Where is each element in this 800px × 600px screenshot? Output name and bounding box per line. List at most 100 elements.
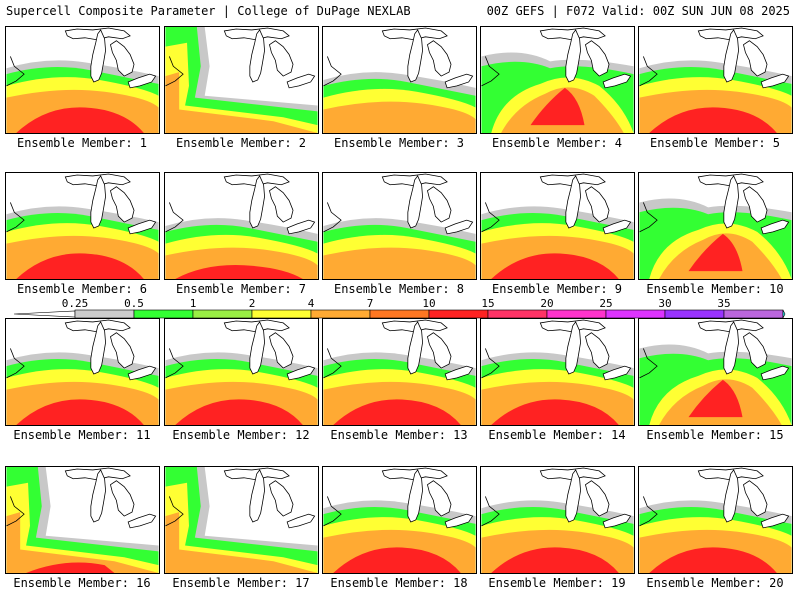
- scp-contour: [491, 253, 619, 279]
- colorbar-segment: [369, 309, 430, 319]
- coast-outline: [481, 56, 500, 87]
- ensemble-member-label: Ensemble Member: 9: [491, 282, 623, 296]
- lake-outline: [565, 321, 581, 375]
- lake-outline: [444, 365, 474, 381]
- ensemble-panel: Ensemble Member: 17: [164, 466, 319, 590]
- lake-outline: [110, 40, 135, 77]
- lake-outline: [269, 40, 294, 77]
- ensemble-member-label: Ensemble Member: 3: [333, 136, 465, 150]
- colorbar-tick-label: 7: [367, 297, 374, 310]
- scp-map: [480, 172, 635, 280]
- scp-contour: [6, 512, 159, 573]
- scp-map: [480, 26, 635, 134]
- lake-outline: [110, 186, 135, 223]
- scp-contour: [323, 247, 476, 279]
- ensemble-member-label: Ensemble Member: 5: [649, 136, 781, 150]
- scp-contour: [688, 233, 743, 272]
- coast-outline: [639, 202, 658, 233]
- lake-outline: [723, 29, 739, 83]
- ensemble-member-label: Ensemble Member: 4: [491, 136, 623, 150]
- scp-contour: [165, 482, 318, 573]
- ensemble-panel: Ensemble Member: 6: [5, 172, 160, 296]
- ensemble-member-label: Ensemble Member: 11: [13, 428, 151, 442]
- lake-outline: [110, 332, 135, 369]
- lake-outline: [249, 321, 265, 375]
- ensemble-panel: Ensemble Member: 18: [322, 466, 477, 590]
- coast-outline: [481, 496, 500, 527]
- scp-contour: [530, 87, 585, 126]
- scp-contour: [165, 27, 318, 133]
- colorbar-tick-label: 20: [540, 297, 553, 310]
- ensemble-member-label: Ensemble Member: 13: [330, 428, 468, 442]
- lake-outline: [249, 175, 265, 229]
- colorbar-tick-label: 10: [422, 297, 435, 310]
- scp-contour: [688, 379, 743, 418]
- lake-outline: [249, 29, 265, 83]
- lake-outline: [427, 186, 452, 223]
- scp-contour: [16, 253, 144, 279]
- colorbar-segment: [487, 309, 548, 319]
- lake-outline: [286, 219, 316, 235]
- ensemble-member-label: Ensemble Member: 1: [16, 136, 148, 150]
- lake-outline: [760, 219, 790, 235]
- ensemble-panel: Ensemble Member: 8: [322, 172, 477, 296]
- ensemble-panel: Ensemble Member: 14: [480, 318, 635, 442]
- lake-outline: [407, 175, 423, 229]
- scp-map: [5, 318, 160, 426]
- valid-time-label: 00Z GEFS | F072 Valid: 00Z SUN JUN 08 20…: [486, 4, 790, 18]
- ensemble-panel: Ensemble Member: 2: [164, 26, 319, 150]
- ensemble-member-label: Ensemble Member: 12: [172, 428, 310, 442]
- scp-contour: [649, 547, 777, 573]
- lake-outline: [444, 513, 474, 529]
- lake-outline: [90, 175, 106, 229]
- lake-outline: [602, 219, 632, 235]
- coast-outline: [323, 496, 342, 527]
- ensemble-panel: Ensemble Member: 19: [480, 466, 635, 590]
- color-scale-bar: 0.25 0.5 1 2 4 7 10 15 20 25 30 35: [13, 297, 786, 319]
- ensemble-panel: Ensemble Member: 11: [5, 318, 160, 442]
- ensemble-member-label: Ensemble Member: 14: [488, 428, 626, 442]
- colorbar-segment: [74, 309, 135, 319]
- coast-outline: [6, 202, 25, 233]
- lake-outline: [407, 321, 423, 375]
- ensemble-member-label: Ensemble Member: 6: [16, 282, 148, 296]
- scp-map: [322, 26, 477, 134]
- lake-outline: [602, 513, 632, 529]
- scp-map: [638, 466, 793, 574]
- scp-map: [638, 172, 793, 280]
- scp-map: [480, 318, 635, 426]
- lake-outline: [127, 513, 157, 529]
- scp-map: [164, 26, 319, 134]
- lake-outline: [286, 513, 316, 529]
- colorbar-segment: [664, 309, 725, 319]
- scp-contour: [165, 42, 318, 133]
- scp-map: [5, 26, 160, 134]
- ensemble-member-label: Ensemble Member: 16: [13, 576, 151, 590]
- ensemble-member-label: Ensemble Member: 15: [646, 428, 784, 442]
- scp-map: [638, 26, 793, 134]
- ensemble-panel: Ensemble Member: 4: [480, 26, 635, 150]
- lake-outline: [269, 332, 294, 369]
- colorbar-segment: [782, 309, 786, 319]
- colorbar-segment: [605, 309, 666, 319]
- scp-contour: [175, 265, 303, 279]
- ensemble-member-label: Ensemble Member: 17: [172, 576, 310, 590]
- ensemble-member-label: Ensemble Member: 19: [488, 576, 626, 590]
- colorbar-tick-label: 0.25: [62, 297, 89, 310]
- coast-outline: [481, 202, 500, 233]
- lake-outline: [127, 73, 157, 89]
- lake-outline: [760, 365, 790, 381]
- ensemble-panel: Ensemble Member: 13: [322, 318, 477, 442]
- lake-outline: [427, 40, 452, 77]
- ensemble-panel: Ensemble Member: 1: [5, 26, 160, 150]
- lake-outline: [565, 469, 581, 523]
- lake-outline: [90, 29, 106, 83]
- ensemble-panel: Ensemble Member: 16: [5, 466, 160, 590]
- coast-outline: [6, 496, 25, 527]
- scp-contour: [6, 467, 159, 573]
- scp-contour: [491, 399, 619, 425]
- lake-outline: [269, 186, 294, 223]
- lake-outline: [743, 480, 768, 517]
- chart-title: Supercell Composite Parameter | College …: [6, 4, 411, 18]
- lake-outline: [760, 73, 790, 89]
